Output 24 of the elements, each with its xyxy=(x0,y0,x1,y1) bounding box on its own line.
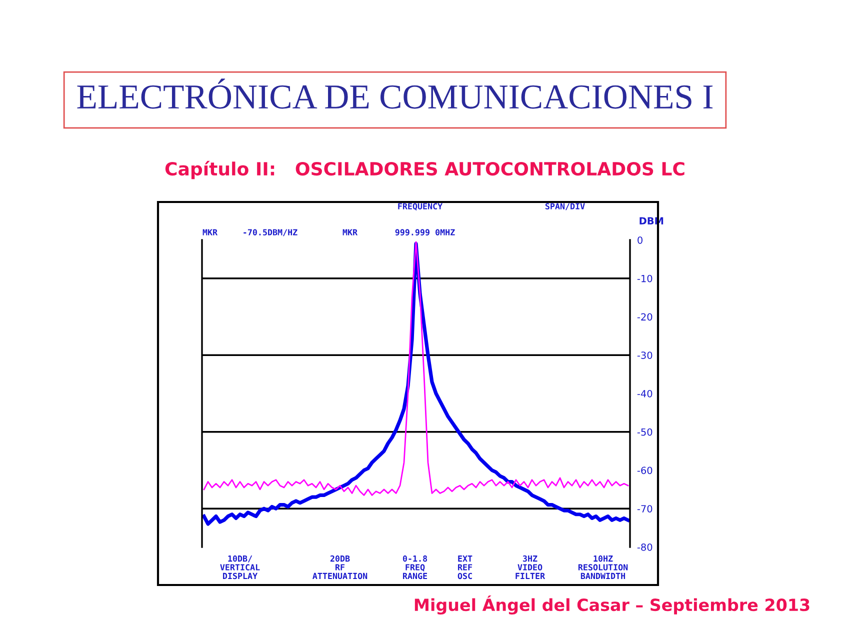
text: 10HZ RESOLUTION BANDWIDTH xyxy=(578,555,628,579)
text: MKR xyxy=(202,229,218,236)
y-tick-label: -70 xyxy=(637,505,652,512)
text: EXT REF OSC xyxy=(458,556,472,580)
y-tick-label: -30 xyxy=(637,352,652,359)
y-tick-label: -50 xyxy=(637,428,652,436)
text: 0-1.8 FREQ RANGE xyxy=(402,555,428,580)
text: 10DB/ VERTICAL DISPLAY xyxy=(220,555,260,580)
text: MKR xyxy=(342,229,358,236)
y-tick-label: -10 xyxy=(637,274,652,282)
y-tick-label: -80 xyxy=(637,543,652,551)
text: 999.999 0MHZ xyxy=(395,229,455,236)
text: Miguel Ángel del Casar – Septiembre 2013 xyxy=(414,595,810,615)
y-tick-label: 0 xyxy=(638,236,642,244)
text: 3HZ VIDEO FILTER xyxy=(516,555,546,579)
chart-subtitle: Capítulo II: OSCILADORES AUTOCONTROLADOS LC xyxy=(165,160,684,180)
y-tick-label: -40 xyxy=(637,390,652,398)
text: SPAN/DIV xyxy=(545,203,585,210)
text: 20DB RF ATTENUATION xyxy=(312,555,368,580)
chart-title: ELECTRÓNICA DE COMUNICACIONES I xyxy=(77,78,713,109)
y-tick-label: -20 xyxy=(637,313,652,321)
text: FREQUENCY xyxy=(398,203,443,210)
text: -70.5DBM/HZ xyxy=(244,229,298,236)
y-tick-label: -60 xyxy=(637,466,652,474)
